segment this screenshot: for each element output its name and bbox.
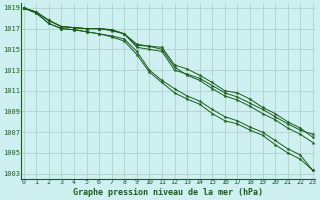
X-axis label: Graphe pression niveau de la mer (hPa): Graphe pression niveau de la mer (hPa) [73, 188, 263, 197]
